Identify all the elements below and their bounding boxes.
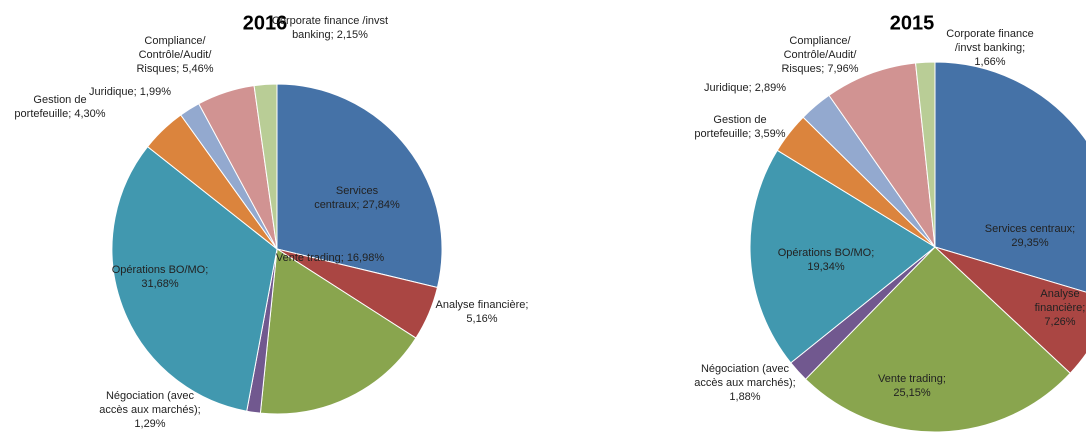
- slice-category: Vente trading;: [878, 373, 946, 385]
- data-label: Compliance/ Contrôle/Audit/ Risques; 5,4…: [130, 34, 220, 76]
- slice-value: 1,88%: [729, 391, 761, 403]
- slice-value: 16,98%: [346, 252, 385, 264]
- chart-title: 2015: [889, 12, 935, 35]
- slice-category: Compliance/ Contrôle/Audit/ Risques;: [781, 35, 857, 75]
- data-label: Analyse financière; 7,26%: [1030, 287, 1086, 329]
- pie-slice: [276, 83, 443, 289]
- data-label: Corporate finance /invst banking; 2,15%: [270, 14, 390, 42]
- data-label: Corporate finance /invst banking; 1,66%: [940, 27, 1040, 69]
- slice-category: Services centraux;: [984, 223, 1076, 235]
- pie-slice: [749, 149, 936, 364]
- slice-value: 5,16%: [466, 313, 498, 325]
- slice-value: 1,66%: [974, 56, 1006, 68]
- data-label: Vente trading; 25,15%: [867, 372, 957, 400]
- slice-value: 5,46%: [182, 63, 214, 75]
- data-label: Gestion de portefeuille; 4,30%: [5, 93, 115, 121]
- slice-category: Juridique;: [89, 86, 137, 98]
- slice-category: Corporate finance /invst banking;: [946, 28, 1034, 54]
- slice-category: Opérations BO/MO;: [777, 247, 875, 259]
- slice-value: 4,30%: [74, 108, 106, 120]
- slice-category: Négociation (avec accès aux marchés);: [694, 363, 796, 389]
- pie-slice: [804, 246, 1071, 433]
- slice-value: 7,96%: [827, 63, 859, 75]
- slice-category: Vente trading;: [275, 252, 344, 264]
- pie-slice: [259, 248, 417, 415]
- pie-slice: [253, 83, 278, 250]
- data-label: Services centraux; 27,84%: [312, 184, 402, 212]
- data-label: Compliance/ Contrôle/Audit/ Risques; 7,9…: [775, 34, 865, 76]
- slice-value: 1,29%: [134, 418, 166, 430]
- slice-category: Gestion de portefeuille;: [694, 114, 767, 140]
- slice-value: 1,99%: [139, 86, 171, 98]
- slice-category: Gestion de portefeuille;: [14, 94, 87, 120]
- slice-category: Analyse financière;: [435, 299, 529, 311]
- data-label: Opérations BO/MO; 31,68%: [110, 263, 210, 291]
- data-label: Juridique; 2,89%: [690, 81, 800, 95]
- slice-value: 7,26%: [1044, 316, 1076, 328]
- data-label: Opérations BO/MO; 19,34%: [776, 246, 876, 274]
- slice-value: 31,68%: [141, 278, 179, 290]
- data-label: Services centraux; 29,35%: [980, 222, 1080, 250]
- slice-value: 2,15%: [336, 29, 368, 41]
- data-label: Juridique; 1,99%: [80, 85, 180, 99]
- data-label: Négociation (avec accès aux marchés); 1,…: [690, 362, 800, 404]
- slice-value: 27,84%: [362, 199, 400, 211]
- data-label: Négociation (avec accès aux marchés); 1,…: [95, 389, 205, 431]
- slice-value: 2,89%: [754, 82, 786, 94]
- slice-category: Compliance/ Contrôle/Audit/ Risques;: [136, 35, 212, 75]
- slice-category: Services centraux;: [314, 185, 379, 211]
- slice-value: 19,34%: [807, 261, 845, 273]
- data-label: Analyse financière; 5,16%: [432, 298, 532, 326]
- slice-value: 3,59%: [754, 128, 786, 140]
- pie-slice: [915, 61, 936, 248]
- data-label: Gestion de portefeuille; 3,59%: [690, 113, 790, 141]
- slice-category: Analyse financière;: [1034, 288, 1086, 314]
- slice-category: Opérations BO/MO;: [111, 264, 209, 276]
- pie-slice: [828, 62, 936, 248]
- slice-category: Corporate finance /invst banking;: [271, 15, 389, 41]
- data-label: Vente trading; 16,98%: [265, 251, 395, 265]
- slice-category: Juridique;: [704, 82, 752, 94]
- chart-title: 2016: [242, 12, 288, 35]
- slice-category: Négociation (avec accès aux marchés);: [99, 390, 201, 416]
- pie-slice: [934, 61, 1086, 293]
- slice-value: 25,15%: [893, 387, 931, 399]
- pie-slice: [111, 145, 278, 412]
- slice-value: 29,35%: [1011, 237, 1049, 249]
